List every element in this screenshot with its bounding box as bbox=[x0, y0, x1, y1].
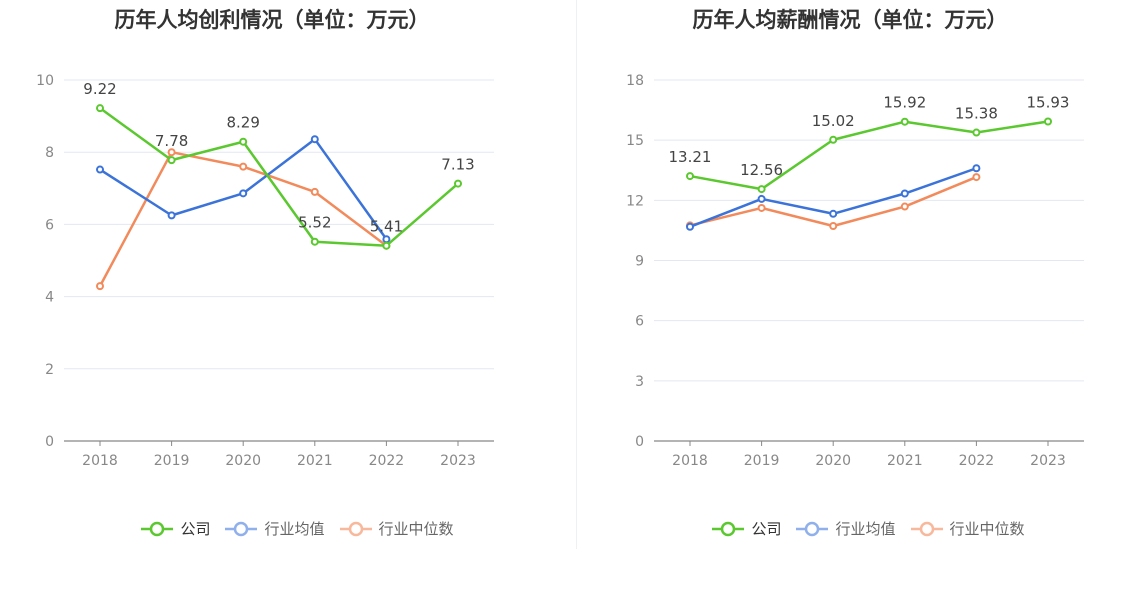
legend-label: 行业均值 bbox=[835, 520, 896, 538]
data-point bbox=[454, 179, 462, 188]
x-tick-label: 2023 bbox=[1030, 453, 1066, 469]
x-tick-label: 2018 bbox=[672, 453, 708, 469]
series-line-0 bbox=[689, 120, 1049, 191]
data-point bbox=[96, 104, 104, 113]
x-tick-label: 2023 bbox=[440, 453, 476, 469]
y-tick-label: 2 bbox=[45, 362, 54, 378]
data-point bbox=[757, 185, 766, 194]
data-point bbox=[167, 156, 176, 165]
data-point bbox=[900, 202, 909, 211]
salary-line-chart: 0 3 6 9 12 15 18 2018 2019 2020 2021 2022 2023 13.21 1… bbox=[626, 73, 1084, 469]
data-point bbox=[310, 135, 319, 144]
data-label: 5.41 bbox=[370, 218, 403, 236]
x-tick-label: 2021 bbox=[887, 453, 923, 469]
y-tick-label: 3 bbox=[635, 374, 644, 390]
panel-divider bbox=[576, 0, 577, 549]
chart-title: 历年人均创利情况（单位：万元） bbox=[114, 8, 430, 32]
y-tick-label: 8 bbox=[45, 145, 54, 161]
data-label: 15.92 bbox=[883, 94, 926, 112]
legend-label: 行业均值 bbox=[264, 520, 325, 538]
x-tick-label: 2019 bbox=[744, 453, 780, 469]
data-point bbox=[382, 235, 391, 244]
y-tick-label: 10 bbox=[36, 73, 54, 89]
x-tick-label: 2021 bbox=[297, 453, 333, 469]
legend-line-icon bbox=[796, 521, 829, 536]
legend-item-company[interactable]: 公司 bbox=[711, 518, 781, 539]
x-tick-label: 2019 bbox=[154, 453, 190, 469]
chart-legend: 公司 行业均值 行业中位数 bbox=[574, 518, 1148, 539]
data-label: 15.93 bbox=[1027, 94, 1070, 112]
x-tick-label: 2020 bbox=[815, 453, 851, 469]
data-point bbox=[686, 222, 694, 231]
data-point bbox=[686, 172, 694, 181]
data-point bbox=[972, 164, 981, 173]
legend-item-industry-median[interactable]: 行业中位数 bbox=[339, 518, 454, 539]
chart-title: 历年人均薪酬情况（单位：万元） bbox=[692, 8, 1008, 32]
y-tick-label: 4 bbox=[45, 290, 54, 306]
data-point bbox=[167, 211, 176, 220]
x-tick-label: 2022 bbox=[959, 453, 995, 469]
data-label: 9.22 bbox=[83, 80, 116, 98]
data-label: 15.02 bbox=[812, 112, 855, 130]
data-point bbox=[757, 203, 766, 212]
data-point bbox=[829, 222, 838, 231]
data-point bbox=[239, 137, 248, 146]
data-point bbox=[972, 173, 981, 182]
chart-legend: 公司 行业均值 行业中位数 bbox=[0, 518, 574, 539]
data-point bbox=[900, 189, 909, 198]
y-tick-label: 0 bbox=[45, 434, 54, 450]
data-label: 5.52 bbox=[298, 214, 331, 232]
profit-line-chart: 0 2 4 6 8 10 2018 2019 2020 2021 2022 2023 9.22 7.78 8… bbox=[36, 73, 494, 469]
legend-label: 公司 bbox=[751, 520, 782, 538]
y-tick-label: 12 bbox=[626, 193, 644, 209]
legend-line-icon bbox=[712, 521, 745, 536]
data-point bbox=[757, 194, 766, 203]
data-point bbox=[96, 165, 104, 174]
data-point bbox=[167, 148, 176, 157]
series-line-1 bbox=[689, 167, 977, 228]
x-tick-label: 2018 bbox=[82, 453, 118, 469]
data-point bbox=[972, 128, 981, 137]
legend-label: 公司 bbox=[180, 520, 211, 538]
y-tick-label: 6 bbox=[45, 217, 54, 233]
y-tick-label: 9 bbox=[635, 254, 644, 270]
data-point bbox=[829, 135, 838, 144]
data-label: 7.13 bbox=[441, 156, 474, 174]
series-line-0 bbox=[99, 107, 459, 247]
data-point bbox=[382, 241, 391, 250]
data-point bbox=[1044, 117, 1052, 126]
data-label: 13.21 bbox=[669, 148, 712, 166]
legend-line-icon bbox=[910, 521, 943, 536]
series-line-2 bbox=[98, 150, 388, 287]
data-label: 12.56 bbox=[740, 161, 783, 179]
legend-label: 行业中位数 bbox=[949, 520, 1025, 538]
legend-item-industry-median[interactable]: 行业中位数 bbox=[910, 518, 1025, 539]
salary-chart-panel: 历年人均薪酬情况（单位：万元） 0 3 6 9 12 15 18 2018 2019 2020 20… bbox=[574, 0, 1148, 589]
profit-chart-panel: 历年人均创利情况（单位：万元） 0 2 4 6 8 10 2018 2019 2020 2021 2… bbox=[0, 8, 574, 539]
x-tick-label: 2020 bbox=[225, 453, 261, 469]
data-point bbox=[900, 117, 909, 126]
legend-line-icon bbox=[225, 521, 258, 536]
legend-item-industry-mean[interactable]: 行业均值 bbox=[224, 518, 325, 539]
legend-line-icon bbox=[141, 521, 174, 536]
legend-item-industry-mean[interactable]: 行业均值 bbox=[795, 518, 896, 539]
legend-item-company[interactable]: 公司 bbox=[140, 518, 210, 539]
data-point bbox=[239, 162, 248, 171]
data-point bbox=[829, 209, 838, 218]
data-point bbox=[310, 237, 319, 246]
x-tick-label: 2022 bbox=[369, 453, 405, 469]
y-tick-label: 6 bbox=[635, 314, 644, 330]
legend-line-icon bbox=[339, 521, 372, 536]
data-point bbox=[96, 282, 104, 291]
data-label: 7.78 bbox=[155, 132, 188, 150]
data-label: 15.38 bbox=[955, 105, 998, 123]
data-point bbox=[239, 189, 248, 198]
y-tick-label: 0 bbox=[635, 434, 644, 450]
legend-label: 行业中位数 bbox=[378, 520, 454, 538]
y-tick-label: 18 bbox=[626, 73, 644, 89]
y-tick-label: 15 bbox=[626, 133, 644, 149]
data-point bbox=[310, 187, 319, 196]
data-label: 8.29 bbox=[226, 114, 259, 132]
